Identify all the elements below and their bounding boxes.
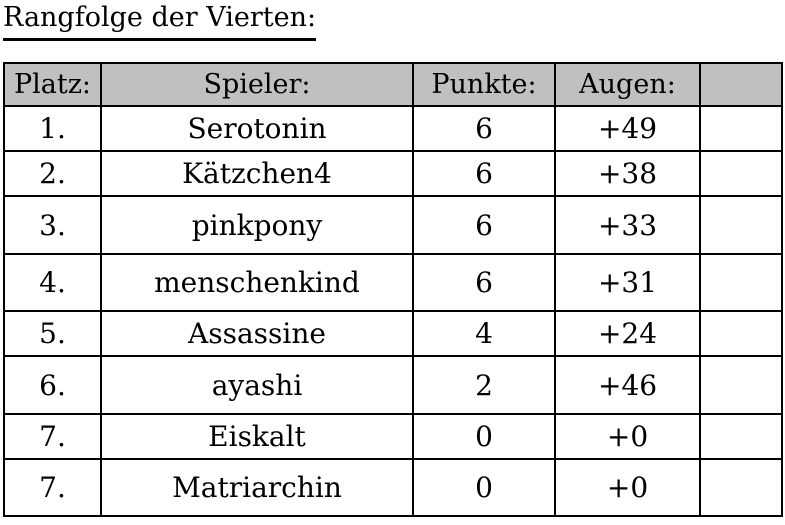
cell-augen: +46 [554,355,701,415]
cell-augen: +38 [554,150,701,197]
cell-punkte: 0 [412,458,556,517]
cell-spieler: Assassine [100,310,414,357]
table-row: 3. pinkpony 6 +33 [3,195,783,255]
cell-spieler: pinkpony [100,195,414,255]
cell-empty [699,413,783,460]
cell-empty [699,150,783,197]
table-header-row: Platz: Spieler: Punkte: Augen: [3,62,783,107]
cell-augen: +0 [554,458,701,517]
cell-empty [699,458,783,517]
cell-spieler: Serotonin [100,105,414,152]
table-row: 1. Serotonin 6 +49 [3,105,783,152]
cell-spieler: Eiskalt [100,413,414,460]
cell-augen: +0 [554,413,701,460]
cell-punkte: 4 [412,310,556,357]
cell-spieler: ayashi [100,355,414,415]
cell-empty [699,105,783,152]
cell-punkte: 6 [412,105,556,152]
cell-punkte: 6 [412,195,556,255]
cell-empty [699,253,783,312]
cell-platz: 3. [3,195,102,255]
cell-spieler: menschenkind [100,253,414,312]
table-row: 6. ayashi 2 +46 [3,355,783,415]
table-row: 7. Eiskalt 0 +0 [3,413,783,460]
cell-empty [699,355,783,415]
table-row: 5. Assassine 4 +24 [3,310,783,357]
cell-platz: 5. [3,310,102,357]
header-punkte: Punkte: [412,62,556,107]
cell-platz: 1. [3,105,102,152]
cell-punkte: 2 [412,355,556,415]
cell-punkte: 6 [412,253,556,312]
cell-punkte: 0 [412,413,556,460]
cell-spieler: Kätzchen4 [100,150,414,197]
table-row: 7. Matriarchin 0 +0 [3,458,783,517]
header-empty [699,62,783,107]
cell-punkte: 6 [412,150,556,197]
header-platz: Platz: [3,62,102,107]
cell-platz: 6. [3,355,102,415]
cell-augen: +24 [554,310,701,357]
cell-platz: 2. [3,150,102,197]
header-spieler: Spieler: [100,62,414,107]
table-row: 4. menschenkind 6 +31 [3,253,783,312]
cell-platz: 7. [3,458,102,517]
table-row: 2. Kätzchen4 6 +38 [3,150,783,197]
cell-augen: +31 [554,253,701,312]
cell-spieler: Matriarchin [100,458,414,517]
cell-platz: 4. [3,253,102,312]
standings-table: Platz: Spieler: Punkte: Augen: 1. Seroto… [3,62,783,517]
header-augen: Augen: [554,62,701,107]
cell-empty [699,195,783,255]
page-title: Rangfolge der Vierten: [3,0,317,41]
cell-augen: +33 [554,195,701,255]
cell-empty [699,310,783,357]
cell-augen: +49 [554,105,701,152]
cell-platz: 7. [3,413,102,460]
